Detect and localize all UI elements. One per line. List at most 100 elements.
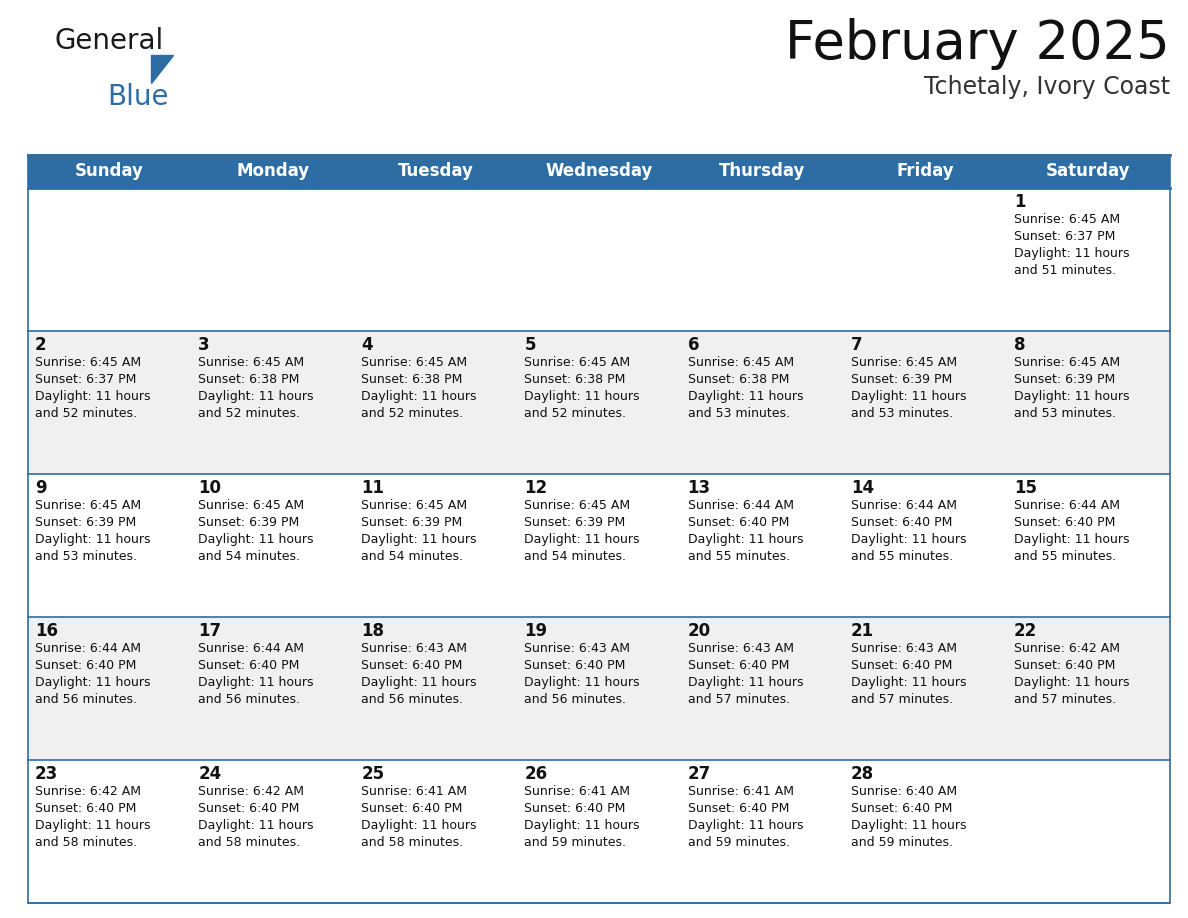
Bar bbox=[354, 331, 518, 474]
Text: and 51 minutes.: and 51 minutes. bbox=[1013, 264, 1116, 277]
Text: and 56 minutes.: and 56 minutes. bbox=[361, 693, 463, 706]
Text: Daylight: 11 hours: Daylight: 11 hours bbox=[1013, 247, 1130, 260]
Text: Sunset: 6:39 PM: Sunset: 6:39 PM bbox=[524, 516, 626, 529]
Bar bbox=[29, 331, 191, 474]
Text: Daylight: 11 hours: Daylight: 11 hours bbox=[34, 819, 151, 832]
Bar bbox=[518, 331, 681, 474]
Bar bbox=[518, 474, 681, 617]
Bar bbox=[191, 760, 354, 903]
Text: and 56 minutes.: and 56 minutes. bbox=[524, 693, 626, 706]
Bar bbox=[681, 331, 843, 474]
Text: Sunset: 6:38 PM: Sunset: 6:38 PM bbox=[198, 373, 299, 386]
Text: Daylight: 11 hours: Daylight: 11 hours bbox=[1013, 390, 1130, 403]
Text: and 58 minutes.: and 58 minutes. bbox=[361, 836, 463, 849]
Text: Tuesday: Tuesday bbox=[398, 162, 474, 181]
Bar bbox=[191, 188, 354, 331]
Bar bbox=[681, 188, 843, 331]
Text: and 52 minutes.: and 52 minutes. bbox=[524, 407, 626, 420]
Text: Daylight: 11 hours: Daylight: 11 hours bbox=[688, 676, 803, 689]
Text: 25: 25 bbox=[361, 765, 385, 783]
Text: Sunset: 6:40 PM: Sunset: 6:40 PM bbox=[688, 659, 789, 672]
Text: and 59 minutes.: and 59 minutes. bbox=[524, 836, 626, 849]
Bar bbox=[354, 760, 518, 903]
Bar bbox=[29, 188, 191, 331]
Polygon shape bbox=[151, 55, 173, 83]
Text: Daylight: 11 hours: Daylight: 11 hours bbox=[198, 390, 314, 403]
Text: 7: 7 bbox=[851, 336, 862, 354]
Text: Daylight: 11 hours: Daylight: 11 hours bbox=[34, 676, 151, 689]
Text: 24: 24 bbox=[198, 765, 221, 783]
Bar bbox=[843, 331, 1007, 474]
Text: 12: 12 bbox=[524, 479, 548, 497]
Text: 9: 9 bbox=[34, 479, 46, 497]
Text: Sunrise: 6:41 AM: Sunrise: 6:41 AM bbox=[524, 785, 631, 798]
Bar bbox=[29, 155, 191, 188]
Text: 13: 13 bbox=[688, 479, 710, 497]
Text: Sunset: 6:39 PM: Sunset: 6:39 PM bbox=[198, 516, 299, 529]
Text: Sunrise: 6:44 AM: Sunrise: 6:44 AM bbox=[851, 499, 956, 512]
Text: and 53 minutes.: and 53 minutes. bbox=[1013, 407, 1116, 420]
Text: 20: 20 bbox=[688, 622, 710, 640]
Text: 15: 15 bbox=[1013, 479, 1037, 497]
Text: Friday: Friday bbox=[897, 162, 954, 181]
Bar bbox=[1007, 474, 1170, 617]
Text: and 56 minutes.: and 56 minutes. bbox=[198, 693, 301, 706]
Text: and 57 minutes.: and 57 minutes. bbox=[688, 693, 790, 706]
Text: Sunset: 6:40 PM: Sunset: 6:40 PM bbox=[1013, 659, 1116, 672]
Text: Sunset: 6:40 PM: Sunset: 6:40 PM bbox=[361, 659, 462, 672]
Text: Saturday: Saturday bbox=[1047, 162, 1131, 181]
Text: Sunset: 6:40 PM: Sunset: 6:40 PM bbox=[198, 659, 299, 672]
Text: Sunrise: 6:42 AM: Sunrise: 6:42 AM bbox=[1013, 642, 1120, 655]
Text: and 54 minutes.: and 54 minutes. bbox=[524, 550, 626, 563]
Text: 14: 14 bbox=[851, 479, 874, 497]
Text: Sunset: 6:37 PM: Sunset: 6:37 PM bbox=[1013, 230, 1116, 243]
Text: Daylight: 11 hours: Daylight: 11 hours bbox=[1013, 533, 1130, 546]
Text: Daylight: 11 hours: Daylight: 11 hours bbox=[198, 533, 314, 546]
Text: Daylight: 11 hours: Daylight: 11 hours bbox=[688, 819, 803, 832]
Text: Sunrise: 6:44 AM: Sunrise: 6:44 AM bbox=[1013, 499, 1120, 512]
Text: Sunset: 6:40 PM: Sunset: 6:40 PM bbox=[688, 516, 789, 529]
Text: Daylight: 11 hours: Daylight: 11 hours bbox=[524, 676, 640, 689]
Text: Sunset: 6:40 PM: Sunset: 6:40 PM bbox=[524, 802, 626, 815]
Text: Sunrise: 6:45 AM: Sunrise: 6:45 AM bbox=[851, 356, 956, 369]
Text: and 52 minutes.: and 52 minutes. bbox=[198, 407, 301, 420]
Text: Sunset: 6:40 PM: Sunset: 6:40 PM bbox=[851, 802, 952, 815]
Text: 4: 4 bbox=[361, 336, 373, 354]
Bar bbox=[843, 474, 1007, 617]
Bar bbox=[681, 760, 843, 903]
Text: 21: 21 bbox=[851, 622, 874, 640]
Bar bbox=[191, 155, 354, 188]
Text: Daylight: 11 hours: Daylight: 11 hours bbox=[34, 533, 151, 546]
Text: and 52 minutes.: and 52 minutes. bbox=[361, 407, 463, 420]
Text: Daylight: 11 hours: Daylight: 11 hours bbox=[361, 390, 476, 403]
Bar bbox=[354, 617, 518, 760]
Bar bbox=[191, 331, 354, 474]
Text: Sunset: 6:40 PM: Sunset: 6:40 PM bbox=[1013, 516, 1116, 529]
Text: Sunset: 6:38 PM: Sunset: 6:38 PM bbox=[688, 373, 789, 386]
Text: Sunset: 6:39 PM: Sunset: 6:39 PM bbox=[1013, 373, 1116, 386]
Bar bbox=[354, 474, 518, 617]
Text: and 58 minutes.: and 58 minutes. bbox=[34, 836, 137, 849]
Bar bbox=[191, 474, 354, 617]
Text: Daylight: 11 hours: Daylight: 11 hours bbox=[524, 533, 640, 546]
Text: Sunday: Sunday bbox=[75, 162, 144, 181]
Text: Tchetaly, Ivory Coast: Tchetaly, Ivory Coast bbox=[924, 75, 1170, 99]
Text: Sunset: 6:40 PM: Sunset: 6:40 PM bbox=[851, 659, 952, 672]
Text: and 55 minutes.: and 55 minutes. bbox=[1013, 550, 1116, 563]
Text: and 57 minutes.: and 57 minutes. bbox=[851, 693, 953, 706]
Text: and 55 minutes.: and 55 minutes. bbox=[851, 550, 953, 563]
Text: Sunrise: 6:41 AM: Sunrise: 6:41 AM bbox=[361, 785, 467, 798]
Text: Sunrise: 6:43 AM: Sunrise: 6:43 AM bbox=[524, 642, 631, 655]
Text: General: General bbox=[55, 27, 164, 55]
Text: Sunrise: 6:45 AM: Sunrise: 6:45 AM bbox=[524, 499, 631, 512]
Text: Thursday: Thursday bbox=[719, 162, 805, 181]
Bar bbox=[29, 760, 191, 903]
Text: Sunrise: 6:45 AM: Sunrise: 6:45 AM bbox=[198, 499, 304, 512]
Text: Sunrise: 6:45 AM: Sunrise: 6:45 AM bbox=[361, 356, 467, 369]
Text: Sunrise: 6:43 AM: Sunrise: 6:43 AM bbox=[361, 642, 467, 655]
Bar bbox=[843, 188, 1007, 331]
Text: Daylight: 11 hours: Daylight: 11 hours bbox=[524, 390, 640, 403]
Text: Sunset: 6:39 PM: Sunset: 6:39 PM bbox=[851, 373, 952, 386]
Text: 6: 6 bbox=[688, 336, 699, 354]
Bar bbox=[1007, 155, 1170, 188]
